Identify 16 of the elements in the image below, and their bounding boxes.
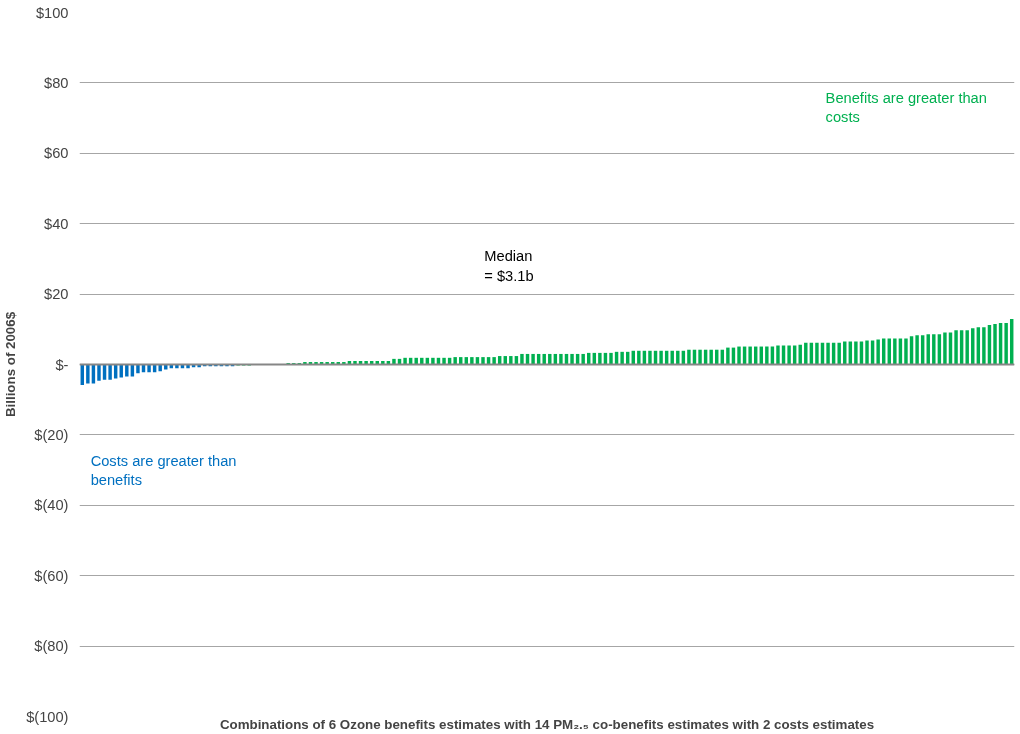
y-tick-label: $- [55, 356, 69, 373]
y-tick-label: $(40) [34, 497, 69, 514]
y-tick-label: $20 [44, 286, 69, 303]
y-tick-label: $40 [44, 215, 69, 232]
y-tick-label: $100 [35, 4, 69, 21]
y-tick-label: $(20) [34, 426, 69, 443]
annotation: Benefits are greater than costs [825, 89, 987, 126]
y-tick-label: $(100) [26, 708, 69, 725]
y-tick-label: $(60) [34, 567, 69, 584]
y-tick-label: $80 [44, 74, 69, 91]
x-axis-title: Combinations of 6 Ozone benefits estimates with 14 PM₂.₅ co-benefits estimates with 2 costs estimates [219, 716, 875, 732]
y-axis-title: Billions of 2006$ [3, 311, 19, 418]
y-tick-label: $(80) [34, 638, 69, 655]
y-tick-label: $60 [44, 145, 69, 162]
annotation: Median = $3.1b [484, 248, 534, 284]
annotation: Costs are greater than benefits [90, 452, 237, 488]
